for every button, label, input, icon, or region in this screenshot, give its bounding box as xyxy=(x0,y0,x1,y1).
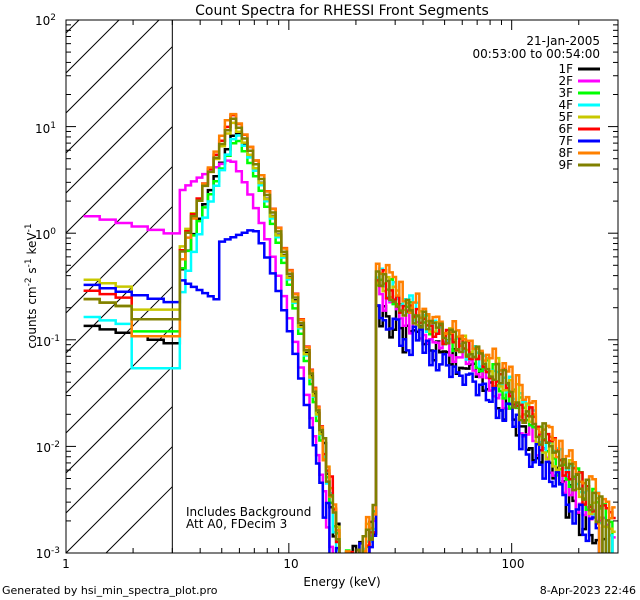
legend-label-7f: 7F xyxy=(558,134,573,148)
plot-frame xyxy=(65,19,619,554)
x-tick-label-1: 1 xyxy=(62,557,70,571)
axis-ticks xyxy=(65,19,619,554)
y-tick-label-10: 101 xyxy=(35,121,56,136)
series-line-4f xyxy=(83,134,614,553)
legend-label-5f: 5F xyxy=(558,110,573,124)
time-range-label: 00:53:00 to 00:54:00 xyxy=(473,47,600,61)
date-label: 21-Jan-2005 xyxy=(526,34,600,48)
legend-label-4f: 4F xyxy=(558,98,573,112)
annotation-background: Includes Background xyxy=(186,505,311,519)
legend-label-3f: 3F xyxy=(558,86,573,100)
legend-label-1f: 1F xyxy=(558,62,573,76)
y-tick-label-1: 100 xyxy=(35,227,56,242)
x-tick-label-100: 100 xyxy=(502,557,525,571)
chart-title: Count Spectra for RHESSI Front Segments xyxy=(195,3,489,19)
y-tick-label-0.001: 10-3 xyxy=(36,546,60,561)
y-tick-label-0.01: 10-2 xyxy=(36,440,60,455)
hatched-region xyxy=(66,20,173,553)
series-line-1f xyxy=(83,131,608,553)
series-line-8f xyxy=(83,112,616,553)
series-line-7f xyxy=(83,229,601,553)
y-tick-label-100: 102 xyxy=(35,13,56,28)
y-axis-label: counts cm-2 s-1 keV-1 xyxy=(24,223,39,348)
legend-label-9f: 9F xyxy=(558,158,573,172)
y-tick-label-0.1: 10-1 xyxy=(36,334,60,349)
footer-timestamp: 8-Apr-2023 22:46 xyxy=(540,584,636,597)
series-line-9f xyxy=(83,117,611,553)
footer-generated-by: Generated by hsi_min_spectra_plot.pro xyxy=(2,584,218,597)
series-line-3f xyxy=(83,139,614,553)
series-layer xyxy=(83,112,616,553)
annotation-attenuator: Att A0, FDecim 3 xyxy=(186,517,287,531)
legend-label-8f: 8F xyxy=(558,146,573,160)
x-tick-label-10: 10 xyxy=(283,557,298,571)
x-axis-label: Energy (keV) xyxy=(303,575,380,589)
legend-label-6f: 6F xyxy=(558,122,573,136)
legend-label-2f: 2F xyxy=(558,74,573,88)
